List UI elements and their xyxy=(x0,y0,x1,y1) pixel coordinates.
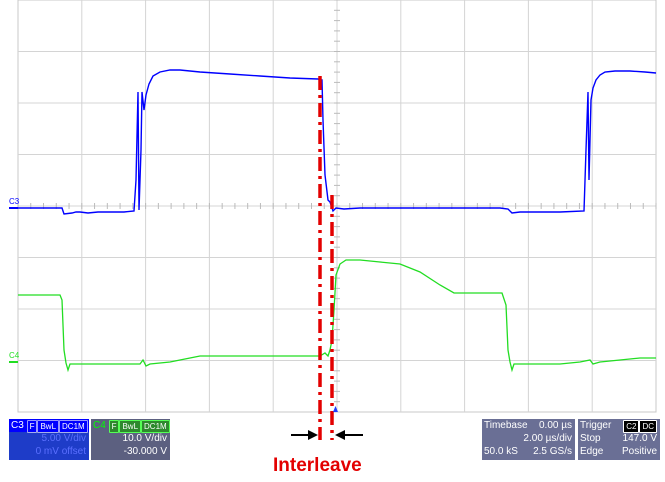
channel-3-volts-per-div: 5.00 V/div xyxy=(41,433,86,444)
trigger-source-tag: C2 xyxy=(623,420,640,433)
trigger-mode: Stop xyxy=(580,433,601,444)
channel-3-vdiv-row: 5.00 V/div xyxy=(9,432,89,445)
timebase-samples: 50.0 kS xyxy=(484,446,518,457)
graticule xyxy=(17,0,657,413)
channel-3-offset-row: 0 mV offset xyxy=(9,445,89,458)
timebase-div-row: 2.00 µs/div xyxy=(482,432,575,445)
trigger-tags: C2 DC xyxy=(623,419,657,433)
timebase-title: Timebase xyxy=(484,420,528,431)
trigger-type-row: Edge Positive xyxy=(578,445,660,458)
channel-4-tag-filter: F xyxy=(108,420,120,433)
channel-3-offset: 0 mV offset xyxy=(35,446,86,457)
trigger-type: Edge xyxy=(580,446,604,457)
channel-4-tag-coupling: DC1M xyxy=(141,420,170,433)
timebase-delay: 0.00 µs xyxy=(538,420,572,431)
channel-3-label: C3 xyxy=(11,420,24,431)
trigger-coupling-tag: DC xyxy=(639,420,657,433)
timebase-sample-row: 50.0 kS 2.5 GS/s xyxy=(482,445,575,458)
trigger-descriptor[interactable]: Trigger C2 DC Stop 147.0 V Edge Positive xyxy=(578,419,660,460)
trigger-level: 147.0 V xyxy=(622,433,657,444)
channel-3-tag-filter: F xyxy=(26,420,38,433)
channel-4-header: C4 F BwL DC1M xyxy=(91,419,170,433)
trigger-position-marker[interactable] xyxy=(333,406,338,412)
timebase-descriptor[interactable]: Timebase 0.00 µs 2.00 µs/div 50.0 kS 2.5… xyxy=(482,419,575,460)
left-arrow-icon xyxy=(291,430,318,440)
channel-4-label: C4 xyxy=(93,420,106,431)
channel-4-tag-bandwidth: BwL xyxy=(119,420,142,433)
channel-3-tag-coupling: DC1M xyxy=(59,420,88,433)
channel-3-header: C3 F BwL DC1M xyxy=(9,419,89,433)
channel-4-volts-per-div: 10.0 V/div xyxy=(122,433,167,444)
channel-4-descriptor[interactable]: C4 F BwL DC1M 10.0 V/div -30.000 V xyxy=(91,419,170,460)
right-arrow-icon xyxy=(335,430,363,440)
timebase-time-per-div: 2.00 µs/div xyxy=(523,433,572,444)
trigger-title: Trigger xyxy=(580,420,612,431)
channel-4-offset-row: -30.000 V xyxy=(91,445,170,458)
channel-4-trace-label: C4 xyxy=(9,351,20,360)
channel-4-offset: -30.000 V xyxy=(123,446,167,457)
trigger-header: Trigger C2 DC xyxy=(578,419,660,433)
channel-3-tag-bandwidth: BwL xyxy=(37,420,60,433)
timebase-sample-rate: 2.5 GS/s xyxy=(533,446,572,457)
trigger-mode-row: Stop 147.0 V xyxy=(578,432,660,445)
timebase-header: Timebase 0.00 µs xyxy=(482,419,575,432)
channel-3-descriptor[interactable]: C3 F BwL DC1M 5.00 V/div 0 mV offset xyxy=(9,419,89,460)
interleave-annotation: Interleave xyxy=(273,455,362,476)
channel-4-vdiv-row: 10.0 V/div xyxy=(91,432,170,445)
channel-3-trace-label: C3 xyxy=(9,197,20,206)
trigger-slope: Positive xyxy=(621,446,657,457)
